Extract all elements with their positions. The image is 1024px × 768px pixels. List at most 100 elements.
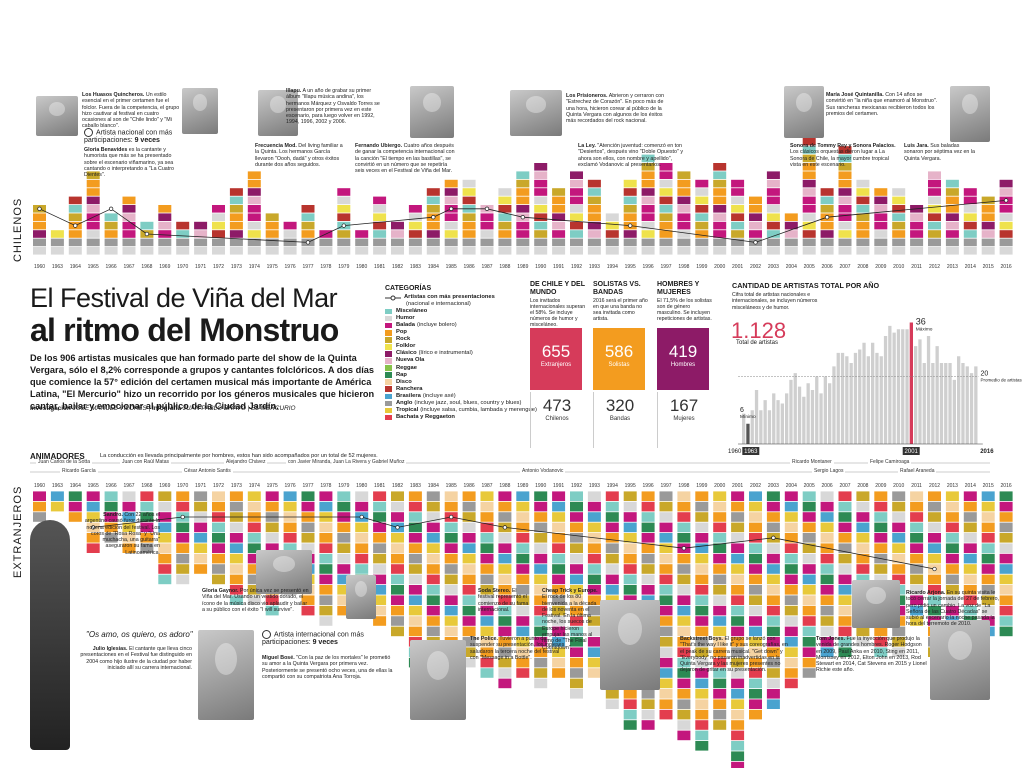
bar-cell bbox=[516, 196, 530, 205]
bar bbox=[480, 491, 494, 678]
line-point bbox=[520, 215, 525, 220]
bar-cell bbox=[874, 626, 888, 637]
bar-cell bbox=[784, 616, 798, 626]
bar-cell bbox=[570, 626, 583, 637]
bar-cell bbox=[999, 626, 1013, 637]
bar-cell bbox=[641, 196, 655, 205]
bar-cell bbox=[570, 238, 583, 247]
bar-cell bbox=[426, 543, 440, 553]
bar-cell bbox=[677, 689, 691, 699]
bar-cell bbox=[677, 720, 691, 730]
bar-cell bbox=[301, 205, 315, 213]
bar-cell bbox=[158, 491, 172, 501]
bar-cell bbox=[408, 238, 422, 247]
bar-cell bbox=[158, 543, 172, 553]
bar-cell bbox=[408, 522, 422, 533]
bar-cell bbox=[981, 574, 995, 585]
bar-cell bbox=[677, 179, 691, 188]
luis-jara-photo bbox=[950, 86, 990, 142]
bar-cell bbox=[229, 522, 243, 533]
bar-cell bbox=[874, 533, 888, 543]
bar-cell bbox=[999, 179, 1013, 188]
bar-cell bbox=[892, 188, 906, 196]
bar bbox=[194, 221, 208, 255]
bar-cell bbox=[856, 238, 870, 247]
note-luis-jara: Luis Jara. Sus baladas sonaron por sépti… bbox=[904, 143, 975, 162]
bar-cell bbox=[695, 637, 709, 647]
bar-cell bbox=[373, 230, 387, 238]
bar bbox=[874, 188, 888, 255]
bar-cell bbox=[158, 533, 172, 543]
bar bbox=[534, 491, 548, 689]
bar-cell bbox=[999, 205, 1013, 213]
bar-cell bbox=[766, 221, 780, 230]
bar-cell bbox=[408, 491, 422, 501]
bar-cell bbox=[426, 533, 440, 543]
year-label: 2002 bbox=[750, 483, 761, 489]
categories-legend: CATEGORÍAS Artistas con más presentacion… bbox=[385, 285, 537, 421]
bar-cell bbox=[408, 616, 422, 626]
bar-cell bbox=[713, 657, 727, 668]
bar-cell bbox=[587, 657, 601, 668]
bar-cell bbox=[713, 247, 727, 255]
bar-cell bbox=[713, 585, 727, 595]
bar-cell bbox=[158, 205, 172, 213]
bar-cell bbox=[963, 238, 977, 247]
bar-cell bbox=[677, 221, 691, 230]
bar-cell bbox=[802, 553, 816, 564]
bar-cell bbox=[892, 247, 906, 255]
bar-cell bbox=[677, 574, 691, 585]
bar-cell bbox=[766, 616, 780, 626]
maria-jose-photo bbox=[784, 86, 824, 138]
bar-cell bbox=[641, 699, 655, 709]
bar-cell bbox=[749, 205, 762, 213]
legend-swatch bbox=[385, 400, 392, 406]
bar bbox=[283, 221, 297, 255]
bar-cell bbox=[534, 205, 548, 213]
bar-cell bbox=[605, 533, 619, 543]
bar-cell bbox=[355, 522, 369, 533]
bar-cell bbox=[570, 678, 583, 689]
bar-cell bbox=[391, 238, 404, 247]
year-label: 1965 bbox=[88, 264, 99, 270]
bar-cell bbox=[999, 491, 1013, 501]
total-bar bbox=[896, 329, 901, 444]
bar-cell bbox=[68, 196, 82, 205]
bar-cell bbox=[945, 491, 959, 501]
bar-cell bbox=[892, 491, 906, 501]
bar-cell bbox=[766, 247, 780, 255]
bar-cell bbox=[229, 533, 243, 543]
line-point bbox=[771, 535, 776, 540]
bar-cell bbox=[677, 595, 691, 605]
bar-cell bbox=[749, 553, 762, 564]
line-marker-icon bbox=[385, 295, 401, 301]
bar-cell bbox=[337, 188, 351, 196]
bar bbox=[963, 188, 977, 255]
bar-cell bbox=[874, 512, 888, 522]
bar-cell bbox=[462, 574, 476, 585]
total-bar bbox=[759, 410, 763, 444]
bar-cell bbox=[677, 205, 691, 213]
bar-cell bbox=[749, 689, 762, 699]
bar-cell bbox=[229, 574, 243, 585]
bar-cell bbox=[766, 626, 780, 637]
bar-cell bbox=[480, 668, 494, 678]
bar-cell bbox=[659, 616, 673, 626]
bar-cell bbox=[498, 564, 512, 574]
bar bbox=[50, 230, 64, 255]
bar-cell bbox=[516, 247, 530, 255]
bar-cell bbox=[516, 595, 530, 605]
year-label: 1971 bbox=[195, 483, 206, 489]
bar-cell bbox=[659, 564, 673, 574]
bar-cell bbox=[480, 543, 494, 553]
comparison-top-value: 419 bbox=[668, 342, 698, 361]
year-label: 2016 bbox=[1001, 264, 1012, 270]
bar-cell bbox=[86, 205, 100, 213]
bar-cell bbox=[713, 163, 727, 171]
bar-cell bbox=[820, 221, 834, 230]
bar-cell bbox=[373, 585, 387, 595]
comparison-top-box: 655 Extranjeros bbox=[530, 328, 582, 390]
bar bbox=[212, 205, 225, 255]
bar-cell bbox=[659, 247, 673, 255]
total-bar bbox=[931, 363, 935, 444]
